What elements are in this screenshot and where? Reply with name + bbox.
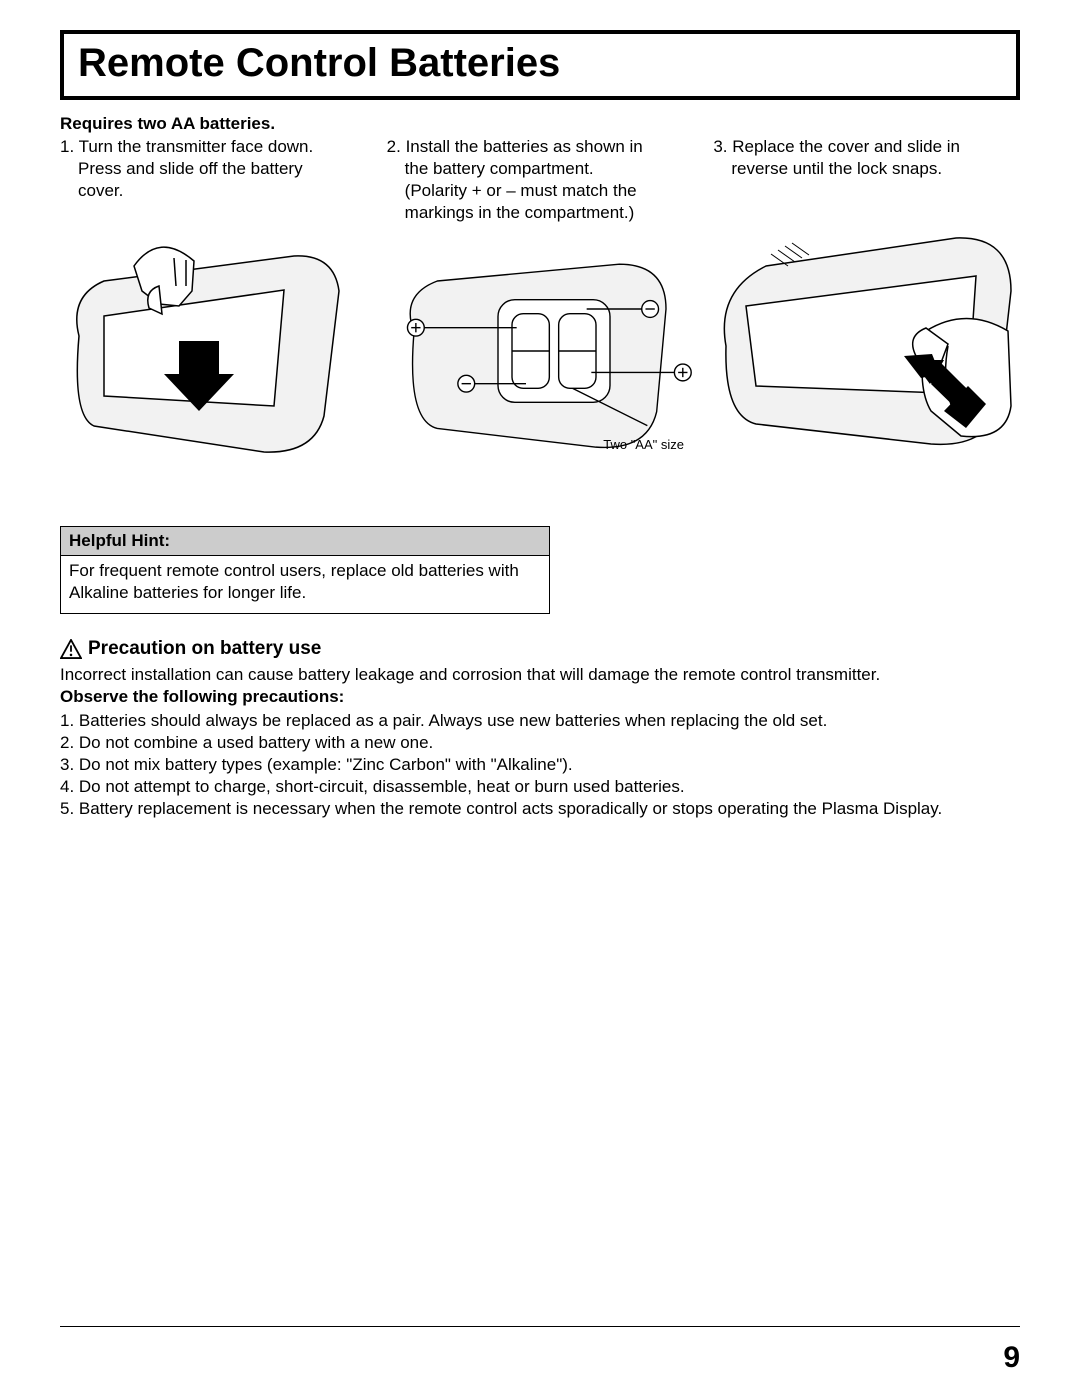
illustration-1	[60, 236, 368, 466]
step-number: 3.	[713, 137, 732, 156]
hint-section: Helpful Hint: For frequent remote contro…	[60, 526, 1020, 613]
precaution-list: 1. Batteries should always be replaced a…	[60, 710, 1020, 820]
step-text: cover.	[60, 180, 367, 202]
step-text: markings in the compartment.)	[387, 202, 694, 224]
list-item: 1. Batteries should always be replaced a…	[60, 710, 1020, 732]
list-item: 3. Do not mix battery types (example: "Z…	[60, 754, 1020, 776]
illustration-row: Two "AA" size	[60, 236, 1020, 466]
precaution-heading: Precaution on battery use	[60, 638, 1020, 660]
step-1: 1. Turn the transmitter face down. Press…	[60, 136, 367, 224]
requires-label: Requires two AA batteries.	[60, 114, 1020, 134]
precaution-title: Precaution on battery use	[88, 638, 321, 660]
list-item: 5. Battery replacement is necessary when…	[60, 798, 1020, 820]
hint-box: Helpful Hint: For frequent remote contro…	[60, 526, 550, 613]
list-item: 4. Do not attempt to charge, short-circu…	[60, 776, 1020, 798]
step-text: Install the batteries as shown in	[406, 137, 643, 156]
precaution-observe: Observe the following precautions:	[60, 686, 1020, 708]
step-text: (Polarity + or – must match the	[387, 180, 694, 202]
step-3: 3. Replace the cover and slide in revers…	[713, 136, 1020, 224]
step-text: the battery compartment.	[387, 158, 694, 180]
illustration-3	[712, 236, 1020, 466]
step-text: reverse until the lock snaps.	[713, 158, 1020, 180]
title-box: Remote Control Batteries	[60, 30, 1020, 100]
step-2: 2. Install the batteries as shown in the…	[387, 136, 694, 224]
precaution-body: Incorrect installation can cause battery…	[60, 664, 1020, 821]
warning-icon	[60, 639, 82, 659]
illustration-2: Two "AA" size	[386, 236, 694, 466]
footer-rule	[60, 1326, 1020, 1327]
manual-page: Remote Control Batteries Requires two AA…	[0, 0, 1080, 1397]
step-number: 1.	[60, 137, 79, 156]
remote-replace-cover-icon	[712, 236, 1020, 466]
hint-body: For frequent remote control users, repla…	[61, 556, 549, 612]
aa-size-label: Two "AA" size	[603, 437, 684, 452]
step-text: Replace the cover and slide in	[732, 137, 960, 156]
page-number: 9	[1003, 1341, 1020, 1375]
precaution-intro: Incorrect installation can cause battery…	[60, 664, 1020, 686]
step-number: 2.	[387, 137, 406, 156]
step-text: Turn the transmitter face down.	[79, 137, 314, 156]
steps-row: 1. Turn the transmitter face down. Press…	[60, 136, 1020, 224]
remote-insert-batteries-icon	[386, 236, 694, 466]
step-text: Press and slide off the battery	[60, 158, 367, 180]
hint-heading: Helpful Hint:	[61, 527, 549, 556]
page-title: Remote Control Batteries	[78, 40, 1002, 86]
remote-slide-cover-icon	[60, 236, 368, 466]
list-item: 2. Do not combine a used battery with a …	[60, 732, 1020, 754]
